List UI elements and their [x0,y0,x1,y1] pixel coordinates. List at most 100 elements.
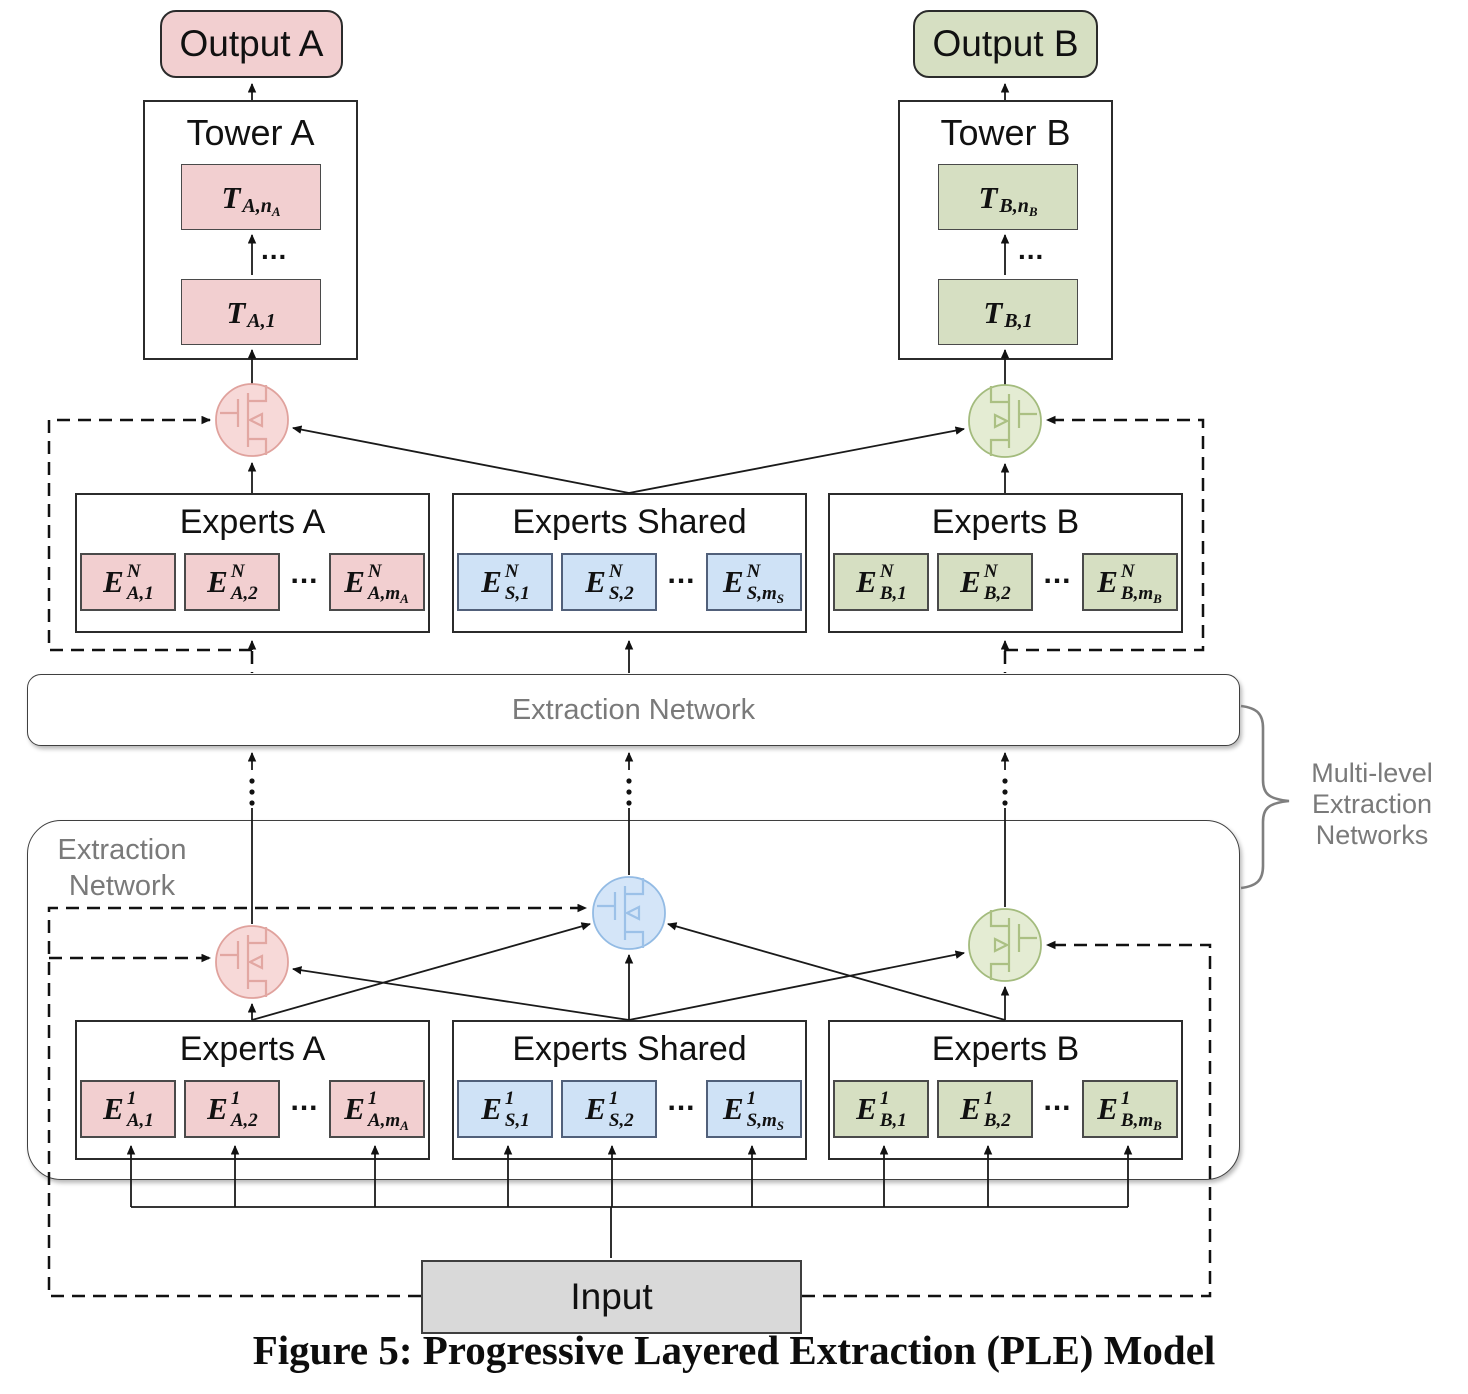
math-sub: A,2 [230,583,258,605]
math-sub: B,m [1120,1110,1154,1132]
expert-chip: E 1 A,1 [80,1079,177,1138]
math-subsub: A [400,591,409,607]
math-sub: A,1 [126,583,154,605]
math-base: E [344,564,365,600]
math-base: E [960,564,981,600]
expert-chip: E N B,2 [937,552,1034,611]
vertical-ellipsis-dots [249,778,1008,806]
side-label-line3: Networks [1315,820,1429,850]
math-sup: 1 [367,1088,378,1110]
gate-task-a-top-icon [215,383,289,457]
expert-chip: E N B,mB [1081,552,1178,611]
multi-level-extraction-networks-label: Multi-level Extraction Networks [1292,758,1452,851]
math-sub: B,m [1120,583,1154,605]
math-base: E [722,564,744,600]
math-base: E [103,564,124,600]
experts-shared-title: Experts Shared [512,1030,747,1068]
math-sup: 1 [504,1088,515,1110]
ellipsis-dots: ... [667,1083,696,1117]
expert-chip: E N S,2 [561,552,658,611]
math-subsub: B [1028,203,1038,219]
side-label-line2: Extraction [1311,789,1433,819]
math-sup: N [504,561,519,583]
expert-chip: E 1 B,1 [833,1079,930,1138]
math-sup: N [367,561,382,583]
expert-chip: E 1 S,1 [457,1079,554,1138]
math-base: E [856,564,877,600]
expert-chip: E N S,mS [705,552,802,611]
tower-a-bottom-unit: T A,1 [181,279,321,345]
output-b-box: Output B [913,10,1098,78]
expert-chip: E N A,1 [80,552,177,611]
experts-shared-box-levelN: Experts Shared E N S,1 E N S,2 ... E N S,mS [452,493,807,633]
math-sup: 1 [983,1088,994,1110]
tower-a-top-unit: T A,nA [181,164,321,230]
math-base: E [722,1091,744,1127]
tower-a-ellipsis: ... [261,234,288,265]
math-subsub: A [400,1118,409,1134]
output-b-label: Output B [932,23,1079,64]
math-base: E [344,1091,365,1127]
ellipsis-dots: ... [290,556,319,590]
tower-a-box: Tower A T A,nA ... T A,1 [143,100,358,360]
expert-chip: E N B,1 [833,552,930,611]
math-base: E [481,1091,502,1127]
expert-chip: E N A,mA [328,552,425,611]
math-sub: S,m [746,1110,777,1132]
math-sub: B,2 [983,1110,1011,1132]
math-subsub: S [776,591,785,607]
arrow-shared-to-gateA-top [292,425,630,494]
experts-b-title: Experts B [931,503,1080,541]
math-sup: 1 [1120,1088,1131,1110]
ellipsis-dots: ... [290,1083,319,1117]
math-sup: 1 [746,1088,757,1110]
container-label-line1: Extraction [57,834,187,866]
expert-chip: E 1 S,2 [561,1079,658,1138]
gate-task-b-top-icon [968,384,1042,458]
output-a-label: Output A [179,23,324,64]
math-sup: N [879,561,894,583]
math-sub: S,2 [608,583,634,605]
math-base: E [585,1091,606,1127]
math-base: E [1097,564,1118,600]
input-box: Input [421,1260,802,1334]
tower-b-top-unit: T B,nB [938,164,1078,230]
math-base: T [226,294,246,330]
math-base: E [207,564,228,600]
container-label-line2: Network [68,870,176,902]
ellipsis-dots: ... [1043,556,1072,590]
math-sub: S,2 [608,1110,634,1132]
math-subsub: B [1153,1118,1162,1134]
math-subsub: S [776,1118,785,1134]
math-sup: 1 [126,1088,137,1110]
math-sub: B,1 [879,583,907,605]
tower-b-title: Tower B [940,112,1071,153]
experts-b-box-level1: Experts B E 1 B,1 E 1 B,2 ... E 1 B,mB [828,1020,1183,1160]
math-sub: B,1 [879,1110,907,1132]
math-sub: B,n [999,194,1029,217]
math-sub: S,1 [504,583,530,605]
math-sup: N [1120,561,1135,583]
math-base: E [960,1091,981,1127]
math-base: T [221,179,241,215]
expert-chip: E 1 A,2 [184,1079,281,1138]
math-sub: A,m [367,583,401,605]
math-sub: A,n [242,194,272,217]
math-sup: 1 [879,1088,890,1110]
tower-b-ellipsis: ... [1018,234,1045,265]
extraction-network-bar-label: Extraction Network [511,694,756,726]
math-sub: B,2 [983,583,1011,605]
experts-b-title: Experts B [931,1030,1080,1068]
math-base: E [856,1091,877,1127]
output-a-box: Output A [160,10,343,78]
math-base: E [1097,1091,1118,1127]
math-base: E [207,1091,228,1127]
experts-shared-box-level1: Experts Shared E 1 S,1 E 1 S,2 ... E 1 S,mS [452,1020,807,1160]
math-sup: N [126,561,141,583]
math-sub: A,2 [230,1110,258,1132]
ellipsis-dots: ... [667,556,696,590]
expert-chip: E 1 B,mB [1081,1079,1178,1138]
expert-chip: E 1 B,2 [937,1079,1034,1138]
expert-chip: E 1 S,mS [705,1079,802,1138]
